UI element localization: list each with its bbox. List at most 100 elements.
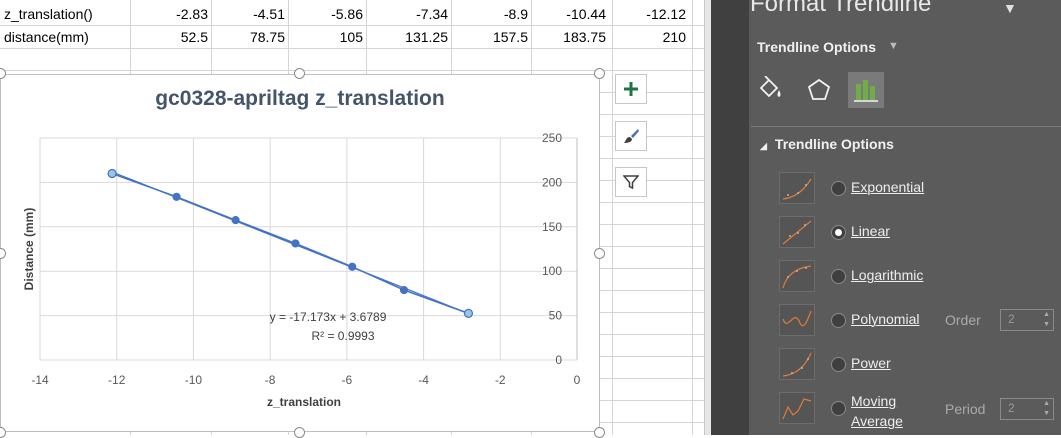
cell-row1-value[interactable]: -5.86 [331,6,363,22]
cell-row2-value[interactable]: 52.5 [180,29,208,45]
linear-trendline [111,171,469,315]
chart-resize-handle[interactable] [294,68,305,79]
option-polynomial[interactable]: Polynomial Order 2 ▲ ▼ [779,304,1061,340]
option-linear[interactable]: Linear [779,216,1061,252]
x-tick-label: 0 [574,373,581,387]
y-tick-label: 200 [542,175,562,189]
column-divider [692,0,693,435]
column-divider [612,0,613,435]
radio-power[interactable] [831,357,846,372]
cell-row2-value[interactable]: 183.75 [563,29,606,45]
cell-row2-value[interactable]: 157.5 [492,29,528,45]
cell-row2-label[interactable]: distance(mm) [4,29,89,45]
option-label[interactable]: Logarithmic [851,267,924,283]
option-label[interactable]: Polynomial [851,311,920,327]
option-power[interactable]: Power [779,348,1061,384]
scatter-plot[interactable]: 0 50 100 150 200 250 -14 -12 -10 -8 -6 -4 -2 0 [0,0,600,435]
sheet-scroll-edge[interactable] [704,0,711,435]
option-moving-average[interactable]: Moving Average Period 2 ▲ ▼ [779,391,1061,431]
cell-row1-value[interactable]: -12.12 [646,6,686,22]
selected-data-point [463,308,474,318]
period-label: Period [945,401,986,417]
pentagon-icon [807,78,831,100]
order-value: 2 [1008,312,1015,326]
data-point [348,262,357,271]
cell-row1-label[interactable]: z_translation() [4,6,93,22]
chevron-down-icon[interactable]: ▼ [888,40,899,52]
selected-data-point [107,168,117,179]
cell-row2-value[interactable]: 131.25 [405,29,448,45]
plus-icon [624,82,638,96]
chart-title[interactable]: gc0328-apriltag z_translation [155,87,445,110]
option-label-text: Moving Average [851,393,903,429]
effects-tab[interactable] [801,72,837,108]
x-tick-label: -2 [495,373,506,387]
chart-resize-handle[interactable] [594,248,605,259]
section-header[interactable]: ◢ Trendline Options [760,136,894,152]
trendline-equation[interactable]: y = -17.173x + 3.6789 [269,310,387,324]
radio-moving-average[interactable] [831,401,846,416]
radio-linear[interactable] [831,225,846,240]
y-tick-label: 50 [549,309,563,323]
polynomial-trend-icon [779,304,815,336]
pane-options-dropdown[interactable]: Trendline Options [757,39,877,55]
option-exponential[interactable]: Exponential [779,172,1061,208]
period-spinner[interactable]: 2 ▲ ▼ [1000,398,1054,420]
cell-row1-value[interactable]: -2.83 [176,6,208,22]
option-label[interactable]: Exponential [851,179,925,195]
x-tick-label: -14 [31,373,49,387]
y-tick-label: 100 [542,264,562,278]
option-logarithmic[interactable]: Logarithmic [779,260,1061,296]
y-tick-label: 150 [542,220,562,234]
period-value: 2 [1008,401,1015,415]
cell-row2-value[interactable]: 105 [339,29,363,45]
cell-row1-value[interactable]: -8.9 [503,6,528,22]
cell-row2-value[interactable]: 210 [662,29,686,45]
moving-average-trend-icon [779,392,815,424]
paint-bucket-icon [759,76,781,98]
chart-elements-button[interactable] [615,74,647,104]
order-label: Order [945,312,981,328]
cell-row1-value[interactable]: -4.51 [253,6,285,22]
x-tick-label: -12 [108,373,126,387]
trendline-r-squared[interactable]: R² = 0.9993 [311,329,375,343]
chart-filters-button[interactable] [615,167,647,197]
spinner-arrows-icon[interactable]: ▲ ▼ [1043,400,1050,417]
spinner-arrows-icon[interactable]: ▲ ▼ [1043,311,1050,328]
option-label[interactable]: Linear [851,223,890,239]
cell-row1-value[interactable]: -7.34 [416,6,448,22]
linear-trend-icon [779,216,815,248]
data-point [399,285,409,295]
x-tick-label: -4 [418,373,429,387]
row-divider [0,48,711,49]
chevron-down-icon[interactable]: ▼ [1003,0,1017,16]
paintbrush-icon [624,129,639,143]
filter-icon [623,175,639,190]
radio-logarithmic[interactable] [831,269,846,284]
cell-row1-value[interactable]: -10.44 [566,6,606,22]
pane-splitter[interactable] [711,0,751,435]
pane-title: Format Trendline [750,0,932,17]
x-tick-label: -8 [265,373,276,387]
data-point [291,239,300,248]
x-axis-title[interactable]: z_translation [267,395,342,409]
section-title: Trendline Options [774,136,894,152]
data-point [172,192,181,201]
logarithmic-trend-icon [779,260,815,292]
trendline-options-tab[interactable] [848,72,884,108]
power-trend-icon [779,348,815,380]
fill-line-tab[interactable] [752,72,788,108]
y-tick-label: 0 [555,353,562,367]
order-spinner[interactable]: 2 ▲ ▼ [1000,309,1054,331]
cell-row2-value[interactable]: 78.75 [249,29,285,45]
option-label[interactable]: Power [851,355,891,371]
y-tick-label: 250 [542,131,562,145]
exponential-trend-icon [779,172,815,204]
radio-polynomial[interactable] [831,313,846,328]
option-label[interactable]: Moving Average [851,391,911,431]
radio-exponential[interactable] [831,181,846,196]
collapse-triangle-icon: ◢ [760,141,767,151]
y-axis-title[interactable]: Distance (mm) [22,207,36,291]
chart-styles-button[interactable] [615,121,647,151]
chart-resize-handle[interactable] [594,68,605,79]
